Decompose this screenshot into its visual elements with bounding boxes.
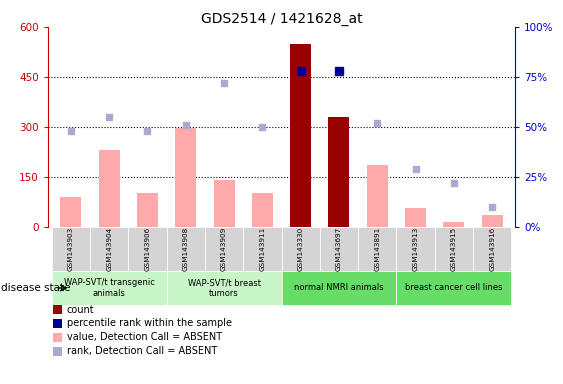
Text: GSM143330: GSM143330 <box>298 227 303 271</box>
Bar <box>99 150 120 227</box>
Text: value, Detection Call = ABSENT: value, Detection Call = ABSENT <box>67 333 222 343</box>
Bar <box>328 117 350 227</box>
Text: disease state: disease state <box>1 283 70 293</box>
Text: GSM143908: GSM143908 <box>183 227 189 271</box>
Text: GSM143916: GSM143916 <box>489 227 495 271</box>
Bar <box>290 43 311 227</box>
Text: count: count <box>67 305 95 314</box>
Text: rank, Detection Call = ABSENT: rank, Detection Call = ABSENT <box>67 346 217 356</box>
Text: GSM143911: GSM143911 <box>260 227 265 271</box>
Title: GDS2514 / 1421628_at: GDS2514 / 1421628_at <box>200 12 363 26</box>
Text: normal NMRI animals: normal NMRI animals <box>294 283 384 293</box>
Bar <box>137 193 158 227</box>
Bar <box>367 165 388 227</box>
Text: WAP-SVT/t transgenic
animals: WAP-SVT/t transgenic animals <box>64 278 155 298</box>
Bar <box>60 197 82 227</box>
Text: breast cancer cell lines: breast cancer cell lines <box>405 283 503 293</box>
Text: GSM143891: GSM143891 <box>374 227 380 271</box>
Text: GSM143906: GSM143906 <box>145 227 150 271</box>
Bar <box>213 180 235 227</box>
Bar <box>405 208 426 227</box>
Text: GSM143697: GSM143697 <box>336 227 342 271</box>
Bar <box>252 193 273 227</box>
Bar <box>175 128 196 227</box>
Text: GSM143915: GSM143915 <box>451 227 457 271</box>
Text: GSM143913: GSM143913 <box>413 227 418 271</box>
Bar <box>443 222 464 227</box>
Bar <box>481 215 503 227</box>
Text: percentile rank within the sample: percentile rank within the sample <box>67 318 232 328</box>
Text: WAP-SVT/t breast
tumors: WAP-SVT/t breast tumors <box>187 278 261 298</box>
Text: GSM143903: GSM143903 <box>68 227 74 271</box>
Text: GSM143909: GSM143909 <box>221 227 227 271</box>
Text: GSM143904: GSM143904 <box>106 227 112 271</box>
